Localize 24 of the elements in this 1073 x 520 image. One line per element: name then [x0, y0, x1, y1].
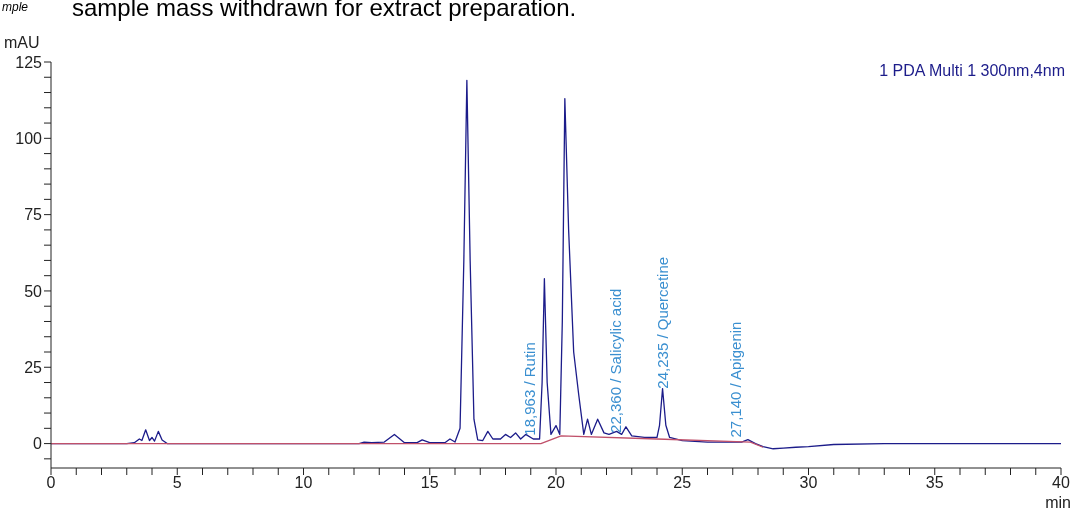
annotation: 24,235 / Quercetine — [653, 256, 671, 389]
annotation: 27,140 / Apigenin — [727, 321, 745, 438]
y-tick-label: 50 — [24, 282, 43, 300]
line-series — [51, 435, 764, 448]
x-tick-label: 0 — [46, 474, 56, 492]
x-axis-title: min — [1045, 494, 1071, 512]
annotation: 18,963 / Rutin — [520, 342, 538, 436]
x-tick-label: 10 — [294, 474, 313, 492]
x-tick-label: 20 — [547, 474, 565, 492]
x-tick-label: 25 — [673, 474, 692, 492]
text: mple — [2, 0, 29, 14]
y-axis-title: mAU — [4, 34, 40, 52]
y-tick-label: 25 — [24, 358, 43, 376]
y-tick-label: 0 — [33, 435, 43, 453]
y-tick-label: 75 — [24, 206, 43, 224]
x-tick-label: 5 — [172, 474, 182, 492]
x-tick-label: 30 — [799, 474, 818, 492]
y-tick-label: 125 — [15, 53, 43, 71]
annotation: 22,360 / Salicylic acid — [606, 288, 624, 433]
annotation: 1 PDA Multi 1 300nm,4nm — [879, 62, 1065, 80]
x-tick-label: 35 — [925, 474, 944, 492]
x-tick-label: 40 — [1052, 474, 1070, 492]
y-tick-label: 100 — [15, 130, 43, 147]
x-tick-label: 15 — [420, 474, 439, 492]
